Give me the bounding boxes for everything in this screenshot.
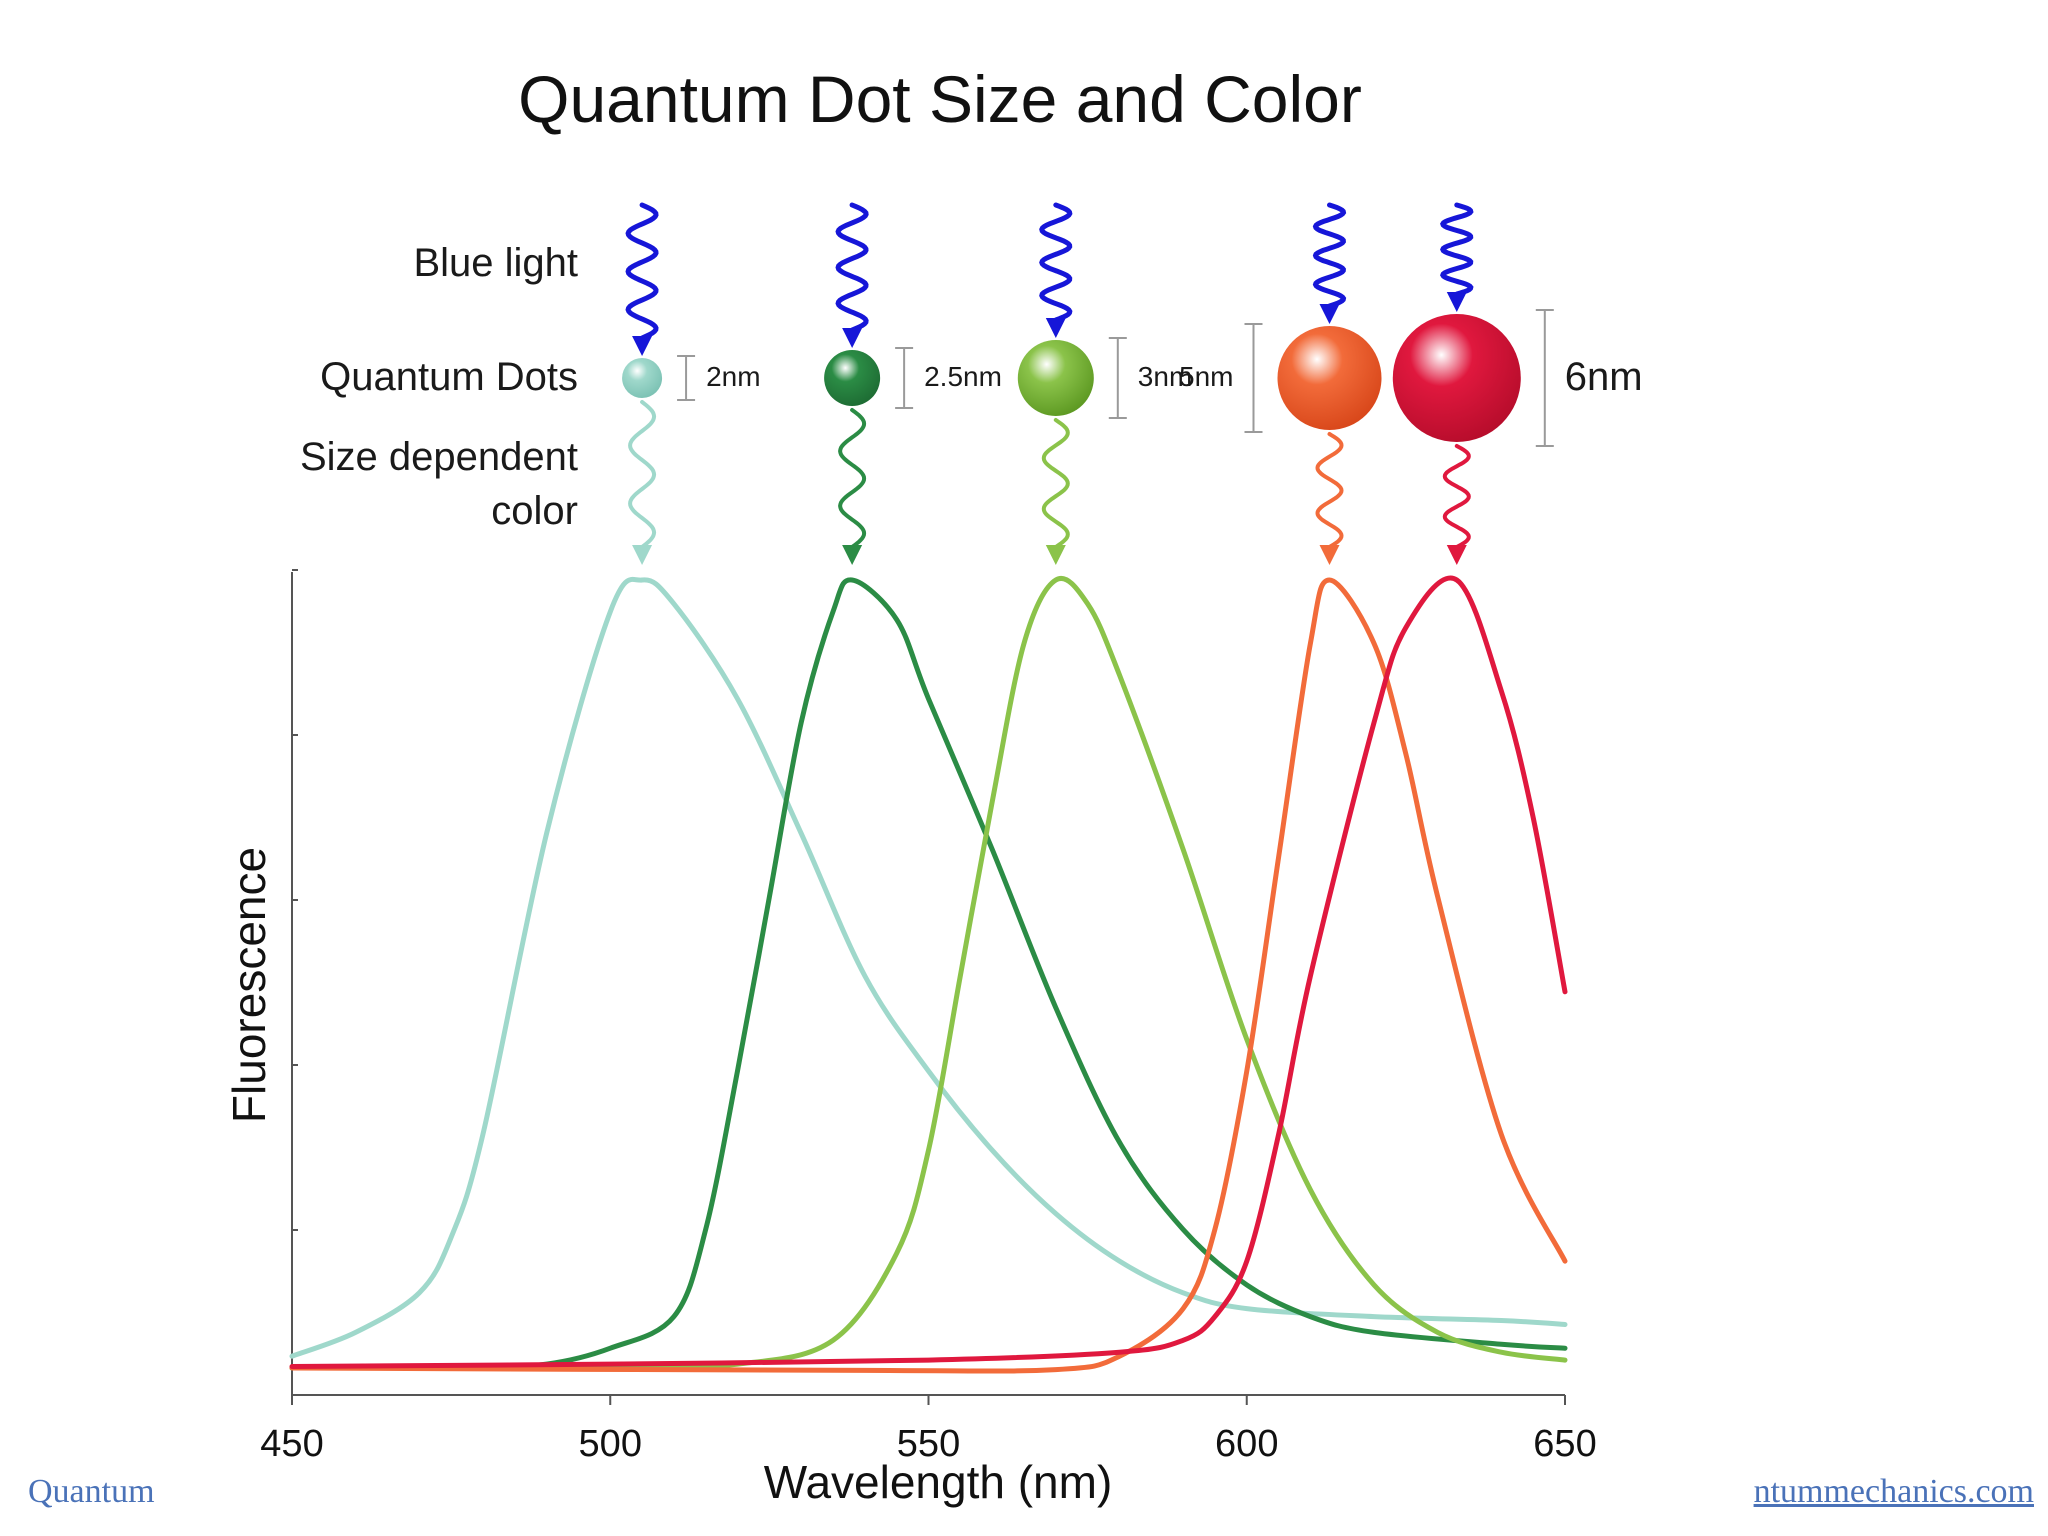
curve-series-3 [289, 575, 1568, 1371]
size-bracket [895, 347, 914, 409]
quantum-dot [1392, 314, 1521, 442]
x-tick-label: 500 [579, 1423, 642, 1465]
size-bracket [1244, 323, 1263, 433]
curve-series-5 [289, 575, 1568, 1369]
blue-light-arrowhead [1319, 304, 1340, 324]
row-label-size-dependent: Size dependent [300, 435, 578, 479]
emission-wave [628, 400, 657, 549]
blue-light-wave [1039, 202, 1073, 323]
quantum-dot [622, 358, 663, 398]
quantum-dot [1017, 340, 1094, 416]
emission-arrowhead [632, 545, 653, 565]
dot-group-4: 5nm [1179, 202, 1382, 565]
dot-group-5: 6nm [1392, 202, 1643, 565]
blue-light-arrowhead [1045, 318, 1066, 338]
footer-left-text: Quantum [28, 1473, 155, 1510]
dot-group-3: 3nm [1017, 202, 1192, 565]
x-tick-label: 450 [260, 1423, 323, 1465]
emission-arrowhead [1319, 545, 1340, 565]
row-label-quantum-dots: Quantum Dots [320, 355, 578, 399]
blue-light-wave [1440, 202, 1474, 297]
chart-title: Quantum Dot Size and Color [518, 62, 1362, 136]
blue-light-arrowhead [632, 336, 653, 356]
emission-wave [1041, 418, 1070, 549]
size-bracket [1108, 337, 1127, 419]
blue-light-wave [835, 202, 869, 333]
size-bracket [677, 355, 696, 401]
size-label: 2.5nm [924, 361, 1002, 392]
size-label: 6nm [1565, 355, 1643, 399]
quantum-dot [1277, 326, 1382, 430]
row-label-blue-light: Blue light [413, 241, 578, 285]
dot-group-2: 2.5nm [824, 202, 1002, 565]
row-label-color: color [491, 489, 578, 533]
x-axis-label: Wavelength (nm) [764, 1456, 1113, 1508]
size-label: 5nm [1179, 361, 1233, 392]
footer-right-link[interactable]: ntummechanics.com [1709, 1472, 2034, 1512]
size-label: 2nm [706, 361, 760, 392]
x-tick-label: 650 [1533, 1423, 1596, 1465]
curve-series-1 [289, 576, 1568, 1359]
curves [289, 575, 1568, 1374]
footer-right-link-text: ntummechanics.com [1753, 1473, 2034, 1510]
blue-light-arrowhead [1446, 292, 1467, 312]
emission-wave [838, 408, 867, 549]
x-tick-labels: 450 500 550 600 650 [260, 1423, 1596, 1465]
blue-light-arrowhead [842, 328, 863, 348]
emission-wave [1442, 444, 1471, 549]
size-label: 3nm [1138, 361, 1192, 392]
y-axis-label: Fluorescence [223, 847, 275, 1123]
x-tick-label: 550 [897, 1423, 960, 1465]
x-tick-label: 600 [1215, 1423, 1278, 1465]
axis-ticks [291, 569, 1566, 1405]
quantum-dot [824, 350, 881, 406]
blue-light-wave [625, 202, 659, 341]
curve-series-2 [289, 577, 1568, 1371]
emission-arrowhead [1045, 545, 1066, 565]
curve-series-4 [289, 577, 1568, 1374]
size-bracket [1535, 309, 1554, 447]
blue-light-wave [1312, 202, 1347, 309]
dot-group-1: 2nm [622, 202, 761, 565]
emission-arrowhead [1446, 545, 1467, 565]
emission-arrowhead [842, 545, 863, 565]
emission-wave [1315, 432, 1344, 549]
